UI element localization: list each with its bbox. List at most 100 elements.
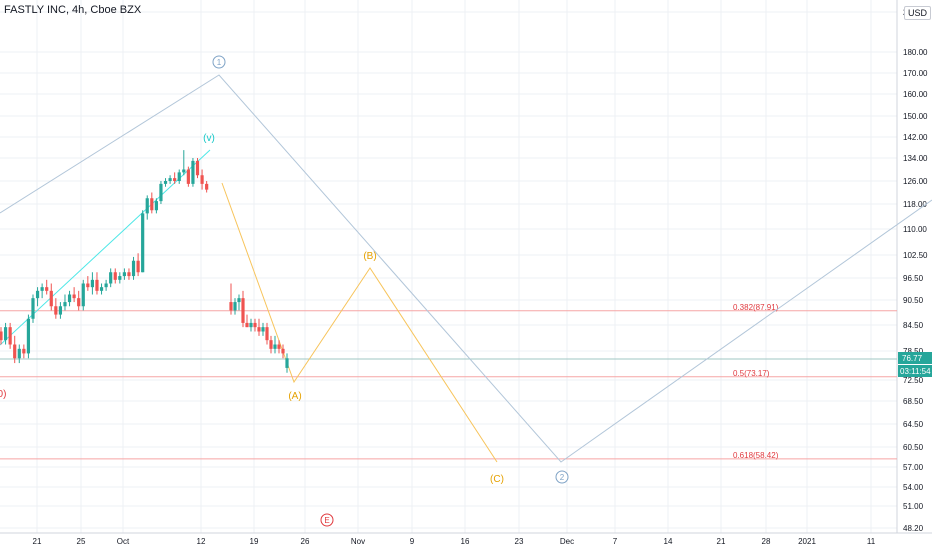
x-tick-label: 21	[33, 537, 42, 546]
candle-body	[237, 298, 241, 303]
candle-body	[17, 348, 21, 359]
fib-level-label: 0.5(73.17)	[733, 369, 770, 378]
candle-body	[40, 287, 44, 291]
candle-body	[99, 287, 104, 291]
candle-body	[154, 201, 158, 211]
y-tick-label: 150.00	[903, 112, 928, 121]
x-tick-label: 9	[410, 537, 415, 546]
candle-body	[67, 294, 72, 303]
y-tick-label: 170.00	[903, 69, 928, 78]
y-tick-label: 102.50	[903, 251, 928, 260]
candle-body	[233, 302, 237, 311]
y-tick-label: 134.00	[903, 154, 928, 163]
candle-body	[163, 181, 168, 184]
candle-body	[281, 348, 285, 354]
candle-body	[182, 169, 186, 173]
candle-body	[241, 298, 245, 323]
wave-2-label-circle	[555, 470, 569, 484]
candle-body	[205, 183, 209, 190]
y-tick-label: 160.00	[903, 90, 928, 99]
candle-body	[141, 213, 145, 273]
fib-level-label: 0.618(58.42)	[733, 451, 779, 460]
candle-body	[229, 302, 233, 311]
candle-body	[191, 160, 195, 184]
wave-1-label-circle	[212, 55, 226, 69]
candle-body	[22, 348, 26, 354]
last-price-tag: 76.77	[902, 354, 923, 363]
candle-body	[109, 272, 113, 284]
wave-2-label: 2	[560, 473, 565, 482]
e-marker-label: E	[324, 516, 329, 525]
candle-body	[257, 327, 261, 332]
y-tick-label: 142.00	[903, 133, 928, 142]
candle-body	[253, 322, 257, 328]
wave-major-path	[0, 74, 932, 463]
candle-body	[245, 322, 249, 328]
candle-body	[54, 306, 58, 315]
x-tick-label: 19	[250, 537, 259, 546]
candle-body	[122, 272, 126, 277]
candle-body	[136, 260, 140, 273]
candle-body	[273, 344, 277, 349]
wave-c-label: (C)	[490, 474, 504, 485]
x-tick-label: 16	[461, 537, 470, 546]
y-tick-label: 78.50	[903, 347, 924, 356]
countdown-tag: 03:11:54	[900, 367, 931, 376]
candle-body	[77, 298, 81, 307]
last-price-tag-bg	[898, 352, 932, 364]
x-tick-label: 12	[197, 537, 206, 546]
x-tick-label: 2021	[798, 537, 816, 546]
x-tick-label: 25	[77, 537, 86, 546]
candle-body	[95, 279, 99, 291]
candle-body	[265, 327, 269, 341]
candle-body	[127, 272, 131, 277]
y-tick-label: 118.00	[903, 200, 927, 209]
y-tick-label: 110.00	[903, 225, 927, 234]
x-tick-label: Dec	[560, 537, 574, 546]
x-tick-label: Oct	[117, 537, 130, 546]
wave-minor-path	[221, 182, 498, 463]
countdown-tag-bg	[898, 365, 932, 377]
left-clipped-label: 0)	[0, 389, 6, 400]
candle-body	[81, 283, 85, 307]
candle-body	[113, 272, 117, 280]
candle-body	[173, 178, 177, 181]
y-tick-label: 72.50	[903, 376, 924, 385]
e-marker-label-circle	[320, 513, 334, 527]
wave-b-label: (B)	[363, 251, 376, 262]
candle-body	[131, 260, 136, 277]
candle-body	[31, 298, 35, 319]
y-tick-label: 96.50	[903, 274, 924, 283]
y-tick-label: 64.50	[903, 420, 924, 429]
candle-body	[26, 318, 31, 354]
wave-v-label: (v)	[203, 133, 215, 144]
candle-body	[13, 344, 17, 359]
y-tick-label: 57.00	[903, 463, 924, 472]
candle-body	[145, 198, 149, 214]
x-tick-label: 21	[717, 537, 726, 546]
candle-body	[150, 198, 154, 211]
x-tick-label: 23	[515, 537, 524, 546]
y-tick-label: 84.50	[903, 321, 924, 330]
candle-body	[72, 294, 76, 299]
candle-body	[3, 327, 8, 341]
currency-badge[interactable]: USD	[904, 6, 932, 20]
candle-body	[35, 290, 40, 299]
fib-level-label: 0.382(87.91)	[733, 303, 779, 312]
chart-title: FASTLY INC, 4h, Cboe BZX	[4, 4, 142, 16]
x-tick-label: 11	[867, 537, 876, 546]
x-tick-label: 14	[664, 537, 673, 546]
candle-body	[177, 172, 181, 181]
candle-body	[104, 283, 108, 288]
candle-body	[45, 287, 49, 291]
y-tick-label: 126.00	[903, 177, 928, 186]
candle-body	[86, 283, 90, 288]
wave-a-label: (A)	[288, 391, 301, 402]
candle-body	[8, 327, 12, 345]
candle-body	[186, 169, 190, 184]
candle-body	[277, 344, 281, 349]
candle-body	[49, 290, 53, 307]
x-tick-label: Nov	[351, 537, 365, 546]
candle-body	[249, 322, 253, 328]
